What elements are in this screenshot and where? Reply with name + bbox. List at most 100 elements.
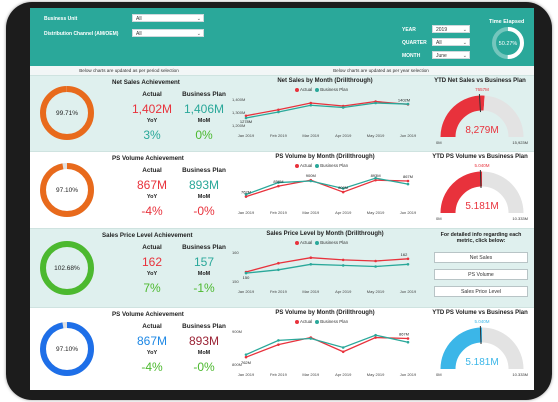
legend-plan-label: Business Plan <box>320 87 349 92</box>
yoy-label: YoY <box>146 118 158 124</box>
data-point <box>309 101 313 105</box>
achievement-arc <box>40 86 94 140</box>
ytd-title: YTD Net Sales vs Business Plan <box>434 78 526 84</box>
data-point <box>406 340 410 344</box>
quarter-select[interactable]: All ⌄ <box>432 38 470 46</box>
data-point <box>244 271 248 275</box>
data-point <box>277 181 280 184</box>
data-point <box>406 179 410 183</box>
data-point <box>406 257 410 261</box>
legend-plan-marker <box>315 240 320 245</box>
series-line-actual <box>245 257 409 273</box>
series-line-plan <box>245 102 409 119</box>
chevron-down-icon: ⌄ <box>196 16 201 22</box>
business-unit-label: Business Unit <box>44 16 78 22</box>
legend-actual-marker <box>295 87 299 92</box>
x-tick-label: Jun 2019 <box>400 133 417 138</box>
data-label: 900M <box>306 173 316 178</box>
row-divider <box>30 75 534 76</box>
x-tick-label: Mar 2019 <box>302 372 320 377</box>
data-point <box>309 179 313 183</box>
achievement-arc <box>40 321 94 376</box>
achievement-title: PS Volume Achievement <box>112 311 184 318</box>
line-chart-title: PS Volume by Month (Drillthrough) <box>275 154 375 160</box>
legend-actual-marker <box>295 240 299 245</box>
month-label: MONTH <box>402 53 421 59</box>
y-tick-label: 1,300M <box>232 110 245 115</box>
nav-button-sales-price-level[interactable]: Sales Price Level <box>434 286 528 297</box>
metric-row: 99.71% Net Sales Achievement Actual Busines… <box>30 75 534 151</box>
x-tick-label: May 2019 <box>367 289 385 294</box>
data-point <box>341 264 345 267</box>
gauge-max-label: 15,923M <box>512 140 528 145</box>
data-point <box>374 265 377 268</box>
year-select[interactable]: 2019 ⌄ <box>432 25 470 33</box>
data-label-last: 162 <box>401 252 408 257</box>
legend-actual-marker <box>295 319 299 324</box>
achievement-donut: 97.10% <box>40 162 94 217</box>
data-point <box>244 353 248 356</box>
y-tick-label: 1,400M <box>232 97 245 102</box>
data-point <box>244 193 248 196</box>
row-divider <box>30 151 534 152</box>
data-label: 850M <box>273 179 283 184</box>
business-unit-select[interactable]: All ⌄ <box>132 14 204 22</box>
period-selection-note: Below charts are updated as per period s… <box>30 66 228 75</box>
x-tick-label: Jan 2019 <box>238 133 255 138</box>
data-point <box>244 195 248 198</box>
yoy-label: YoY <box>146 350 158 356</box>
month-select[interactable]: June ⌄ <box>432 51 470 59</box>
achievement-arc <box>40 162 94 217</box>
data-point <box>374 101 377 105</box>
actual-header: Actual <box>142 244 162 251</box>
x-tick-label: May 2019 <box>367 372 385 377</box>
data-label-first: 1278M <box>240 119 252 124</box>
actual-header: Actual <box>142 323 162 330</box>
business-unit-value: All <box>136 16 142 22</box>
legend-plan-marker <box>315 163 320 168</box>
plan-value: 893M <box>188 178 220 192</box>
nav-button-net-sales[interactable]: Net Sales <box>434 252 528 263</box>
gauge-remaining <box>481 327 524 370</box>
data-point <box>244 355 248 359</box>
gauge-actual-value: 8,279M <box>465 125 498 136</box>
x-tick-label: Feb 2019 <box>270 133 288 138</box>
gauge-max-label: 10.333M <box>512 216 528 221</box>
chart-legend: Actual Business Plan <box>292 240 348 245</box>
mom-label: MoM <box>197 271 211 277</box>
data-label-last: 1402M <box>398 97 410 102</box>
legend-actual-label: Actual <box>300 240 313 245</box>
x-tick-label: Mar 2019 <box>302 210 320 215</box>
x-tick-label: Jan 2019 <box>238 372 255 377</box>
data-point <box>341 258 345 262</box>
data-point <box>374 176 377 180</box>
data-label: 762M <box>241 190 251 195</box>
data-point <box>374 333 377 337</box>
achievement-donut: 99.71% <box>40 86 94 140</box>
ytd-title: YTD PS Volume vs Business Plan <box>432 310 528 316</box>
nav-button-ps-volume[interactable]: PS Volume <box>434 269 528 280</box>
legend-plan-label: Business Plan <box>320 319 349 324</box>
achievement-value: 99.71% <box>56 110 78 117</box>
actual-header: Actual <box>142 167 162 174</box>
mom-label: MoM <box>197 350 211 356</box>
info-panel-text: For detailed info regarding each metric,… <box>440 232 522 244</box>
gauge-target-label: 5.040M <box>474 163 489 168</box>
legend-plan-marker <box>315 87 320 92</box>
chart-legend: Actual Business Plan <box>292 319 348 324</box>
metric-row: 102.68% Sales Price Level Achievement Actu… <box>30 228 534 307</box>
time-elapsed-donut: 50.27% <box>492 27 524 59</box>
metric-row: 97.10% PS Volume Achievement Actual Busines… <box>30 307 534 390</box>
plan-header: Business Plan <box>182 323 226 330</box>
time-elapsed-label: Time Elapsed <box>489 19 525 25</box>
distribution-channel-label: Distribution Channel (AM/OEM) <box>44 31 119 37</box>
y-tick-label: 150 <box>232 279 239 284</box>
line-chart: Jan 2019 Feb 2019 Mar 2019 Apr 2019 May 2019… <box>232 329 417 377</box>
data-point <box>374 178 377 182</box>
plan-header: Business Plan <box>182 167 226 174</box>
achievement-title: PS Volume Achievement <box>112 155 184 162</box>
data-point <box>406 263 410 266</box>
series-line-plan <box>245 263 409 274</box>
mom-value: -0% <box>193 204 215 218</box>
distribution-channel-select[interactable]: All ⌄ <box>132 29 204 37</box>
